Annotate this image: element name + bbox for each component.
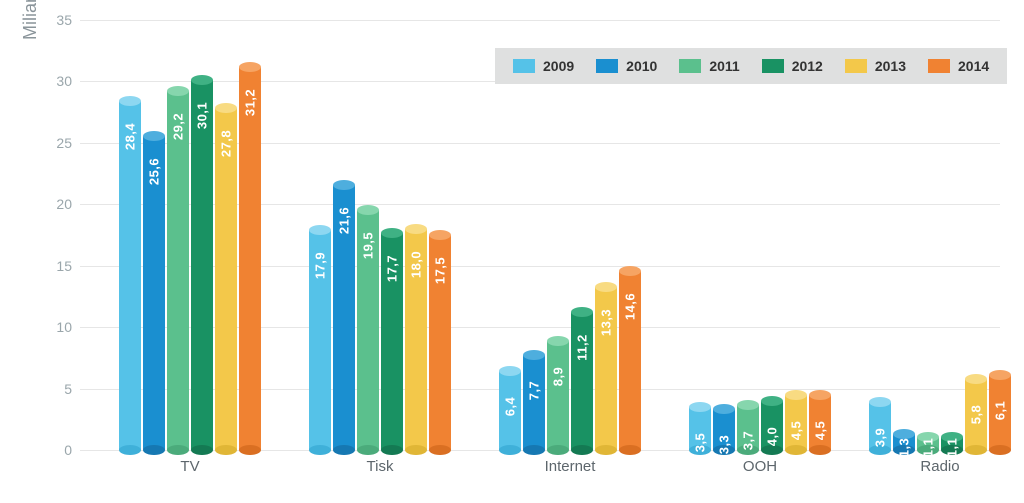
bar: 8,9 (547, 341, 569, 450)
bar: 3,9 (869, 402, 891, 450)
bar: 31,2 (239, 67, 261, 450)
y-tick-label: 0 (64, 442, 80, 458)
bar: 17,9 (309, 230, 331, 450)
y-tick-label: 5 (64, 381, 80, 397)
bar: 17,5 (429, 235, 451, 450)
bar-value-label: 3,9 (873, 428, 888, 448)
bar-value-label: 4,5 (789, 420, 804, 440)
bar-value-label: 4,5 (813, 420, 828, 440)
legend-swatch (513, 59, 535, 73)
bar-value-label: 7,7 (527, 381, 542, 401)
bar: 11,2 (571, 312, 593, 450)
legend-label: 2012 (792, 58, 823, 74)
bar-value-label: 1,1 (921, 438, 936, 458)
bar-value-label: 21,6 (337, 206, 352, 233)
bar-value-label: 5,8 (969, 404, 984, 424)
bar: 29,2 (167, 91, 189, 450)
bar-value-label: 14,6 (623, 292, 638, 319)
bar-value-label: 30,1 (195, 102, 210, 129)
legend-item: 2013 (845, 58, 906, 74)
bar-value-label: 19,5 (361, 232, 376, 259)
bar: 13,3 (595, 287, 617, 450)
bar-value-label: 4,0 (765, 427, 780, 447)
legend-label: 2009 (543, 58, 574, 74)
legend-item: 2011 (679, 58, 739, 74)
bar: 7,7 (523, 355, 545, 450)
category-label: Radio (920, 458, 959, 475)
bar-value-label: 13,3 (599, 308, 614, 335)
bar-value-label: 6,4 (503, 397, 518, 417)
legend-item: 2010 (596, 58, 657, 74)
bar: 18,0 (405, 229, 427, 450)
y-tick-label: 35 (56, 12, 80, 28)
y-tick-label: 30 (56, 73, 80, 89)
bar-value-label: 28,4 (123, 123, 138, 150)
bar-value-label: 27,8 (219, 130, 234, 157)
bar-value-label: 31,2 (243, 89, 258, 116)
bar: 6,1 (989, 375, 1011, 450)
bar: 5,8 (965, 379, 987, 450)
legend-swatch (596, 59, 618, 73)
bar: 4,0 (761, 401, 783, 450)
bar: 3,3 (713, 409, 735, 450)
y-tick-label: 15 (56, 258, 80, 274)
bar: 3,5 (689, 407, 711, 450)
bar-value-label: 17,9 (313, 252, 328, 279)
bar-value-label: 3,7 (741, 430, 756, 450)
bar: 1,3 (893, 434, 915, 450)
legend-label: 2010 (626, 58, 657, 74)
bar: 25,6 (143, 136, 165, 451)
bar: 1,1 (941, 437, 963, 451)
bar-value-label: 1,1 (945, 438, 960, 458)
bar: 17,7 (381, 233, 403, 450)
y-tick-label: 10 (56, 319, 80, 335)
bar: 21,6 (333, 185, 355, 450)
bar-value-label: 6,1 (993, 401, 1008, 421)
legend-swatch (762, 59, 784, 73)
category-label: TV (180, 458, 199, 475)
legend-item: 2009 (513, 58, 574, 74)
legend-item: 2012 (762, 58, 823, 74)
legend-label: 2013 (875, 58, 906, 74)
bar: 4,5 (785, 395, 807, 450)
bar: 19,5 (357, 210, 379, 450)
bar-value-label: 8,9 (551, 366, 566, 386)
legend-swatch (845, 59, 867, 73)
legend-swatch (928, 59, 950, 73)
legend-label: 2014 (958, 58, 989, 74)
legend-label: 2011 (709, 58, 739, 74)
bar: 4,5 (809, 395, 831, 450)
bar-value-label: 25,6 (147, 157, 162, 184)
bar: 30,1 (191, 80, 213, 450)
bar: 1,1 (917, 437, 939, 451)
category-label: Tisk (367, 458, 394, 475)
y-tick-label: 25 (56, 135, 80, 151)
bar: 28,4 (119, 101, 141, 450)
bar-value-label: 3,3 (717, 435, 732, 455)
bar-value-label: 17,5 (433, 257, 448, 284)
category-label: OOH (743, 458, 777, 475)
bar: 6,4 (499, 371, 521, 450)
bar-value-label: 1,3 (897, 438, 912, 458)
bar-value-label: 17,7 (385, 254, 400, 281)
plot-area: 0510152025303528,425,629,230,127,831,217… (80, 20, 1000, 450)
category-label: Internet (545, 458, 596, 475)
bar-value-label: 3,5 (693, 433, 708, 453)
bar: 14,6 (619, 271, 641, 450)
chart-stage: Miliardy Kč 0 5 10 15 20 25 30 35 28,4 25,6 29,2 30… (0, 0, 1024, 503)
gridline (80, 20, 1000, 21)
bar: 3,7 (737, 405, 759, 450)
legend-swatch (679, 59, 701, 73)
bar-value-label: 18,0 (409, 251, 424, 278)
y-tick-label: 20 (56, 196, 80, 212)
bar: 27,8 (215, 108, 237, 450)
legend: 2009 2010 2011 2012 2013 2014 (495, 48, 1007, 84)
bar-value-label: 29,2 (171, 113, 186, 140)
bar-value-label: 11,2 (575, 335, 590, 362)
legend-item: 2014 (928, 58, 989, 74)
y-axis-label: Miliardy Kč (20, 0, 41, 40)
